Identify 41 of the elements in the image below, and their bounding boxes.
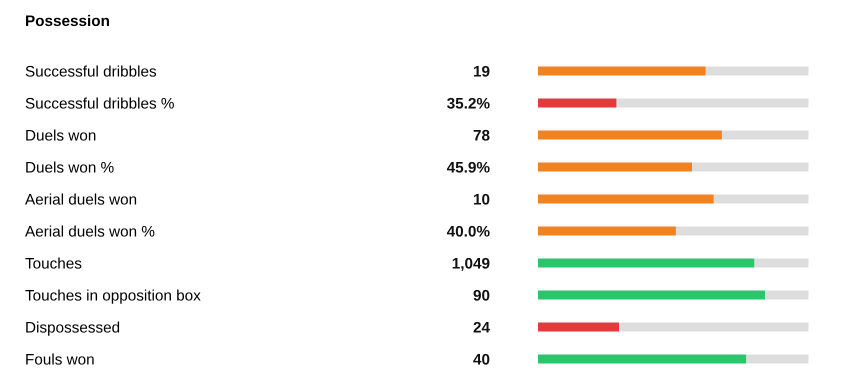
text: 35.2%: [447, 98, 490, 109]
bar: [538, 226, 676, 236]
text: Possession: [26, 14, 109, 26]
y-tick-label: Aerial duels won %: [25, 225, 154, 237]
text: 40.0%: [446, 226, 490, 237]
y-tick-label: Fouls won: [26, 353, 94, 365]
bar: [765, 290, 808, 300]
bar: [616, 98, 808, 108]
text: 40: [473, 354, 490, 365]
bar: [538, 354, 746, 364]
bar: [538, 290, 766, 300]
bar: [538, 66, 706, 76]
bar: [538, 258, 754, 268]
bar: [746, 354, 808, 364]
bar: [754, 258, 808, 268]
text: 90: [474, 290, 490, 301]
y-tick-label: Successful dribbles: [26, 65, 156, 77]
bar: [538, 322, 620, 332]
y-tick-label: Touches in opposition box: [25, 289, 201, 304]
text: 10: [474, 194, 490, 205]
y-tick-label: Duels won: [26, 129, 96, 141]
text: 24: [474, 322, 490, 333]
y-tick-label: Aerial duels won: [25, 193, 136, 205]
bar: [706, 66, 808, 76]
y-tick-label: Touches: [25, 257, 82, 269]
bar: [538, 98, 616, 108]
bar: [538, 162, 692, 172]
bar: [538, 130, 722, 140]
text: 78: [474, 130, 490, 141]
bar: [676, 226, 808, 236]
y-tick-label: Successful dribbles %: [26, 97, 174, 109]
text: 19: [474, 66, 490, 77]
y-tick-label: Dispossessed: [26, 321, 120, 336]
y-tick-label: Duels won %: [26, 161, 114, 173]
bar: [722, 130, 808, 140]
text: 45.9%: [446, 162, 490, 173]
bar: [692, 162, 808, 172]
bar: [714, 194, 808, 204]
bar: [538, 194, 714, 204]
bar: [619, 322, 808, 332]
text: 1,049: [452, 258, 490, 271]
